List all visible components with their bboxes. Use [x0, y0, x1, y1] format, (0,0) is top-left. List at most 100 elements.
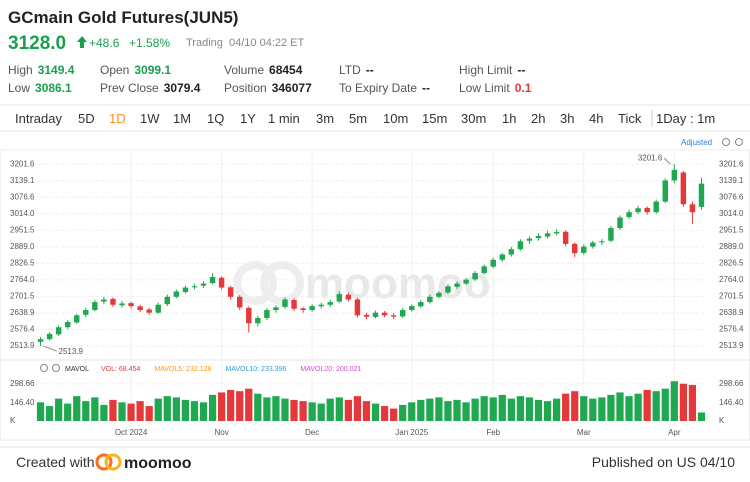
up-arrow — [77, 36, 87, 48]
timeframe-tab[interactable]: 1W — [140, 111, 160, 126]
timeframe-tab[interactable]: 1Y — [240, 111, 256, 126]
volume-tick-label: 146.40 — [10, 398, 35, 407]
timeframe-tab[interactable]: 1h — [502, 111, 516, 126]
timeframe-tab[interactable]: 1M — [173, 111, 191, 126]
candle-body — [626, 212, 632, 217]
volume-bar — [217, 392, 226, 421]
timeframe-tab[interactable]: 1Day : 1m — [656, 111, 715, 126]
volume-bar — [245, 388, 253, 421]
candle-body — [689, 204, 696, 213]
x-tick-label: Feb — [486, 428, 500, 437]
candle-body — [499, 254, 505, 260]
volume-bar — [390, 408, 398, 421]
candle-body — [273, 307, 279, 311]
stat-value: 0.1 — [515, 81, 532, 95]
y-tick-label: 2513.9 — [719, 341, 744, 350]
volume-bar — [335, 397, 343, 421]
high-marker: 3201.6 — [638, 153, 663, 162]
adjusted-link[interactable]: Adjusted — [681, 138, 712, 147]
timeframe-tab[interactable]: 15m — [422, 111, 447, 126]
y-tick-label: 3139.1 — [10, 176, 35, 185]
timeframe-tab[interactable]: 1 min — [268, 111, 300, 126]
volume-bar — [670, 381, 678, 421]
watermark-ring — [260, 261, 304, 305]
volume-legend: VOL: 68.454 — [101, 366, 140, 373]
y-tick-label: 3014.0 — [10, 209, 35, 218]
candle-body — [345, 294, 352, 300]
y-tick-label: 2951.5 — [10, 225, 35, 234]
candle-body — [327, 302, 333, 305]
volume-bar — [281, 398, 289, 421]
footer-published: Published on US 04/10 — [592, 454, 735, 470]
volume-unit: K — [719, 416, 725, 425]
candle-body — [671, 169, 678, 181]
timeframe-tab[interactable]: 5D — [78, 111, 95, 126]
low-marker: 2513.9 — [59, 347, 84, 356]
candle-body — [110, 298, 116, 305]
marker-line — [43, 345, 57, 352]
volume-bar — [634, 393, 642, 421]
stat-label: High — [8, 63, 33, 77]
candle-body — [209, 276, 216, 284]
stat-value: -- — [422, 81, 430, 95]
volume-bar — [444, 401, 452, 421]
timeframe-tab[interactable]: Tick — [618, 111, 642, 126]
timeframe-tab[interactable]: 3m — [316, 111, 334, 126]
timeframe-tab[interactable]: 30m — [461, 111, 486, 126]
volume-bar — [362, 401, 371, 421]
y-tick-label: 2764.0 — [719, 275, 744, 284]
volume-bar — [190, 401, 199, 421]
stat-label: Open — [100, 63, 129, 77]
y-tick-label: 3076.6 — [719, 192, 744, 201]
timeframe-tab[interactable]: 10m — [383, 111, 408, 126]
candle-body — [526, 238, 533, 241]
candle-body — [291, 299, 297, 309]
volume-bar — [543, 401, 552, 421]
candle-body — [74, 315, 80, 323]
volume-bar — [136, 401, 144, 421]
timeframe-tab[interactable]: Intraday — [15, 111, 62, 126]
candle-body — [535, 235, 542, 239]
volume-bar — [507, 398, 515, 421]
menu-icon[interactable] — [735, 138, 743, 146]
candle-body — [617, 217, 623, 229]
volume-bar — [308, 402, 316, 421]
timeframe-tab[interactable]: 2h — [531, 111, 545, 126]
candle-body — [173, 291, 180, 297]
change: +48.6 — [89, 36, 120, 50]
watermark-text: moomoo — [305, 259, 491, 308]
volume-bar — [154, 398, 162, 421]
candle-body — [55, 327, 62, 335]
candle-body — [264, 310, 270, 318]
candle-body — [454, 283, 460, 287]
volume-bar — [317, 403, 325, 421]
timeframe-tab[interactable]: 1D — [109, 111, 126, 126]
candle-body — [372, 312, 379, 317]
volume-bar — [172, 397, 180, 421]
y-tick-label: 3201.6 — [719, 159, 744, 168]
marker-line — [663, 157, 671, 165]
candle-body — [101, 299, 107, 302]
stat-label: Position — [224, 81, 267, 95]
settings-icon[interactable] — [722, 138, 730, 146]
y-tick-label: 2638.9 — [719, 308, 744, 317]
y-tick-label: 3076.6 — [10, 192, 35, 201]
volume-bar — [380, 406, 389, 421]
timeframe-tab[interactable]: 4h — [589, 111, 603, 126]
volume-bar — [571, 391, 579, 421]
candle-body — [544, 233, 551, 237]
candle-body — [562, 231, 569, 244]
timeframe-tab[interactable]: 1Q — [207, 111, 224, 126]
candle-body — [191, 286, 198, 288]
volume-bar — [616, 392, 624, 421]
volume-bar — [607, 394, 615, 421]
candle-body — [662, 180, 668, 202]
volume-bar — [498, 394, 506, 421]
timeframe-tab[interactable]: 3h — [560, 111, 574, 126]
volume-tick-label: 298.66 — [10, 379, 35, 388]
stat-label: Low Limit — [459, 81, 510, 95]
candle-body — [137, 306, 143, 311]
candle-body — [680, 172, 687, 205]
timeframe-tab[interactable]: 5m — [349, 111, 367, 126]
stat-value: 3079.4 — [164, 81, 201, 95]
